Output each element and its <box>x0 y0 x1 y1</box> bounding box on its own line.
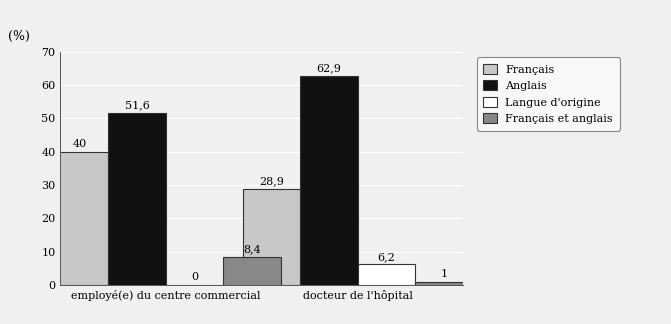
Text: 6,2: 6,2 <box>377 252 395 262</box>
Text: 1: 1 <box>440 269 448 279</box>
Text: 8,4: 8,4 <box>243 245 261 254</box>
Bar <box>358 264 415 285</box>
Bar <box>242 189 300 285</box>
Text: 62,9: 62,9 <box>316 63 342 73</box>
Bar <box>300 75 358 285</box>
Text: 28,9: 28,9 <box>259 176 284 186</box>
Bar <box>415 282 472 285</box>
Text: 40: 40 <box>72 139 87 149</box>
Text: 0: 0 <box>191 272 198 283</box>
Bar <box>51 152 108 285</box>
Text: 51,6: 51,6 <box>125 100 150 110</box>
Bar <box>223 257 281 285</box>
Bar <box>108 113 166 285</box>
Text: (%): (%) <box>8 29 30 42</box>
Legend: Français, Anglais, Langue d'origine, Français et anglais: Français, Anglais, Langue d'origine, Fra… <box>476 57 620 131</box>
